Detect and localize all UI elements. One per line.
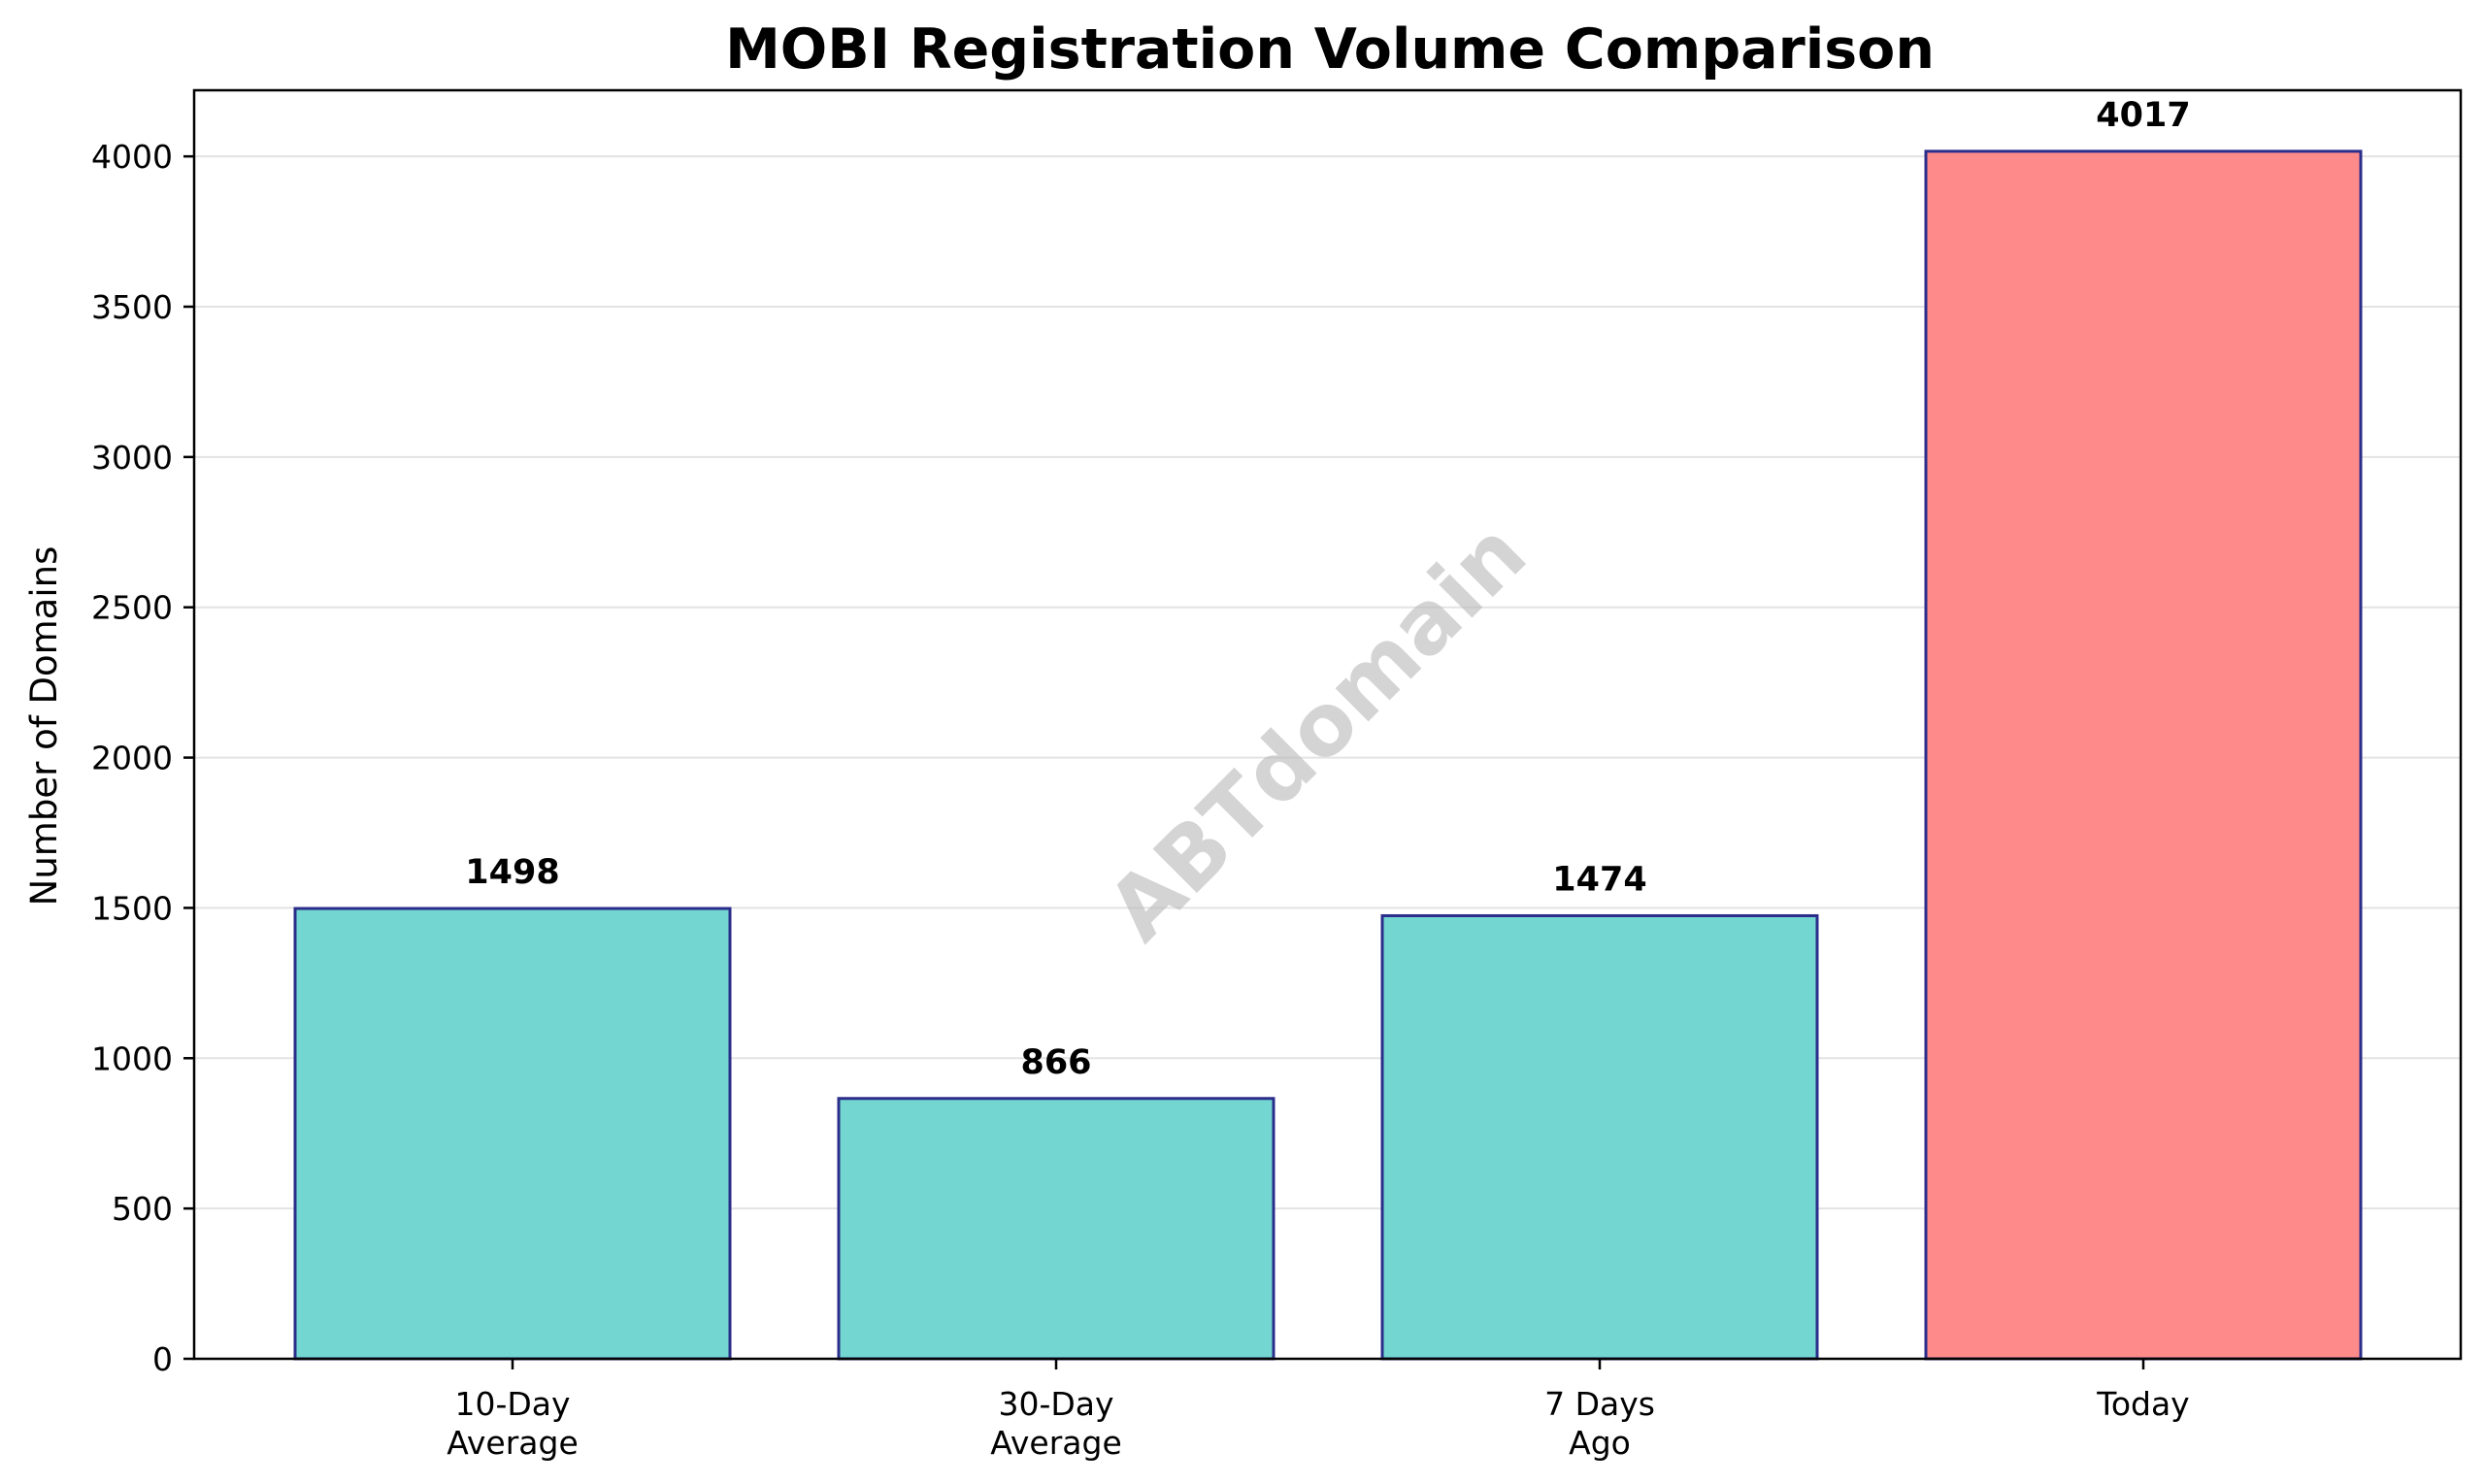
value-label-1: 866 xyxy=(1020,1043,1091,1082)
bar-3 xyxy=(1924,149,2363,1361)
bar-1 xyxy=(837,1097,1276,1361)
y-tick-label-1: 500 xyxy=(112,1190,173,1228)
bar-2 xyxy=(1380,913,1819,1361)
bar-0 xyxy=(293,907,732,1361)
y-axis-label: Number of Domains xyxy=(23,546,65,907)
value-label-3: 4017 xyxy=(2096,96,2190,135)
x-tick-label-1: 30-Day Average xyxy=(990,1385,1122,1462)
y-tick-label-5: 2500 xyxy=(91,589,173,627)
y-tick-label-8: 4000 xyxy=(91,138,173,176)
chart-title: MOBI Registration Volume Comparison xyxy=(725,17,1935,82)
y-tick-label-6: 3000 xyxy=(91,439,173,477)
bars xyxy=(293,149,2363,1361)
watermark: ABTdomain xyxy=(1088,503,1545,960)
x-tick-label-2: 7 Days Ago xyxy=(1544,1385,1655,1462)
value-label-2: 1474 xyxy=(1552,860,1646,899)
data-labels: 1498 866 1474 4017 xyxy=(465,96,2190,1082)
x-tick-label-0: 10-Day Average xyxy=(447,1385,579,1462)
y-tick-label-2: 1000 xyxy=(91,1039,173,1077)
value-label-0: 1498 xyxy=(465,853,559,892)
axes: 0 500 1000 1500 2000 2500 3000 3500 4000 10-Day Av… xyxy=(91,88,2463,1462)
y-tick-label-7: 3500 xyxy=(91,288,173,326)
x-tick-label-3: Today xyxy=(2096,1385,2189,1423)
plot-frame xyxy=(192,88,2463,1361)
y-tick-label-0: 0 xyxy=(152,1340,173,1378)
y-tick-label-3: 1500 xyxy=(91,889,173,927)
y-tick-label-4: 2000 xyxy=(91,740,173,777)
